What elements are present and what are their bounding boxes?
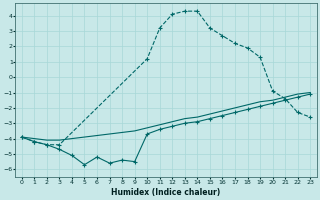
X-axis label: Humidex (Indice chaleur): Humidex (Indice chaleur) [111, 188, 220, 197]
